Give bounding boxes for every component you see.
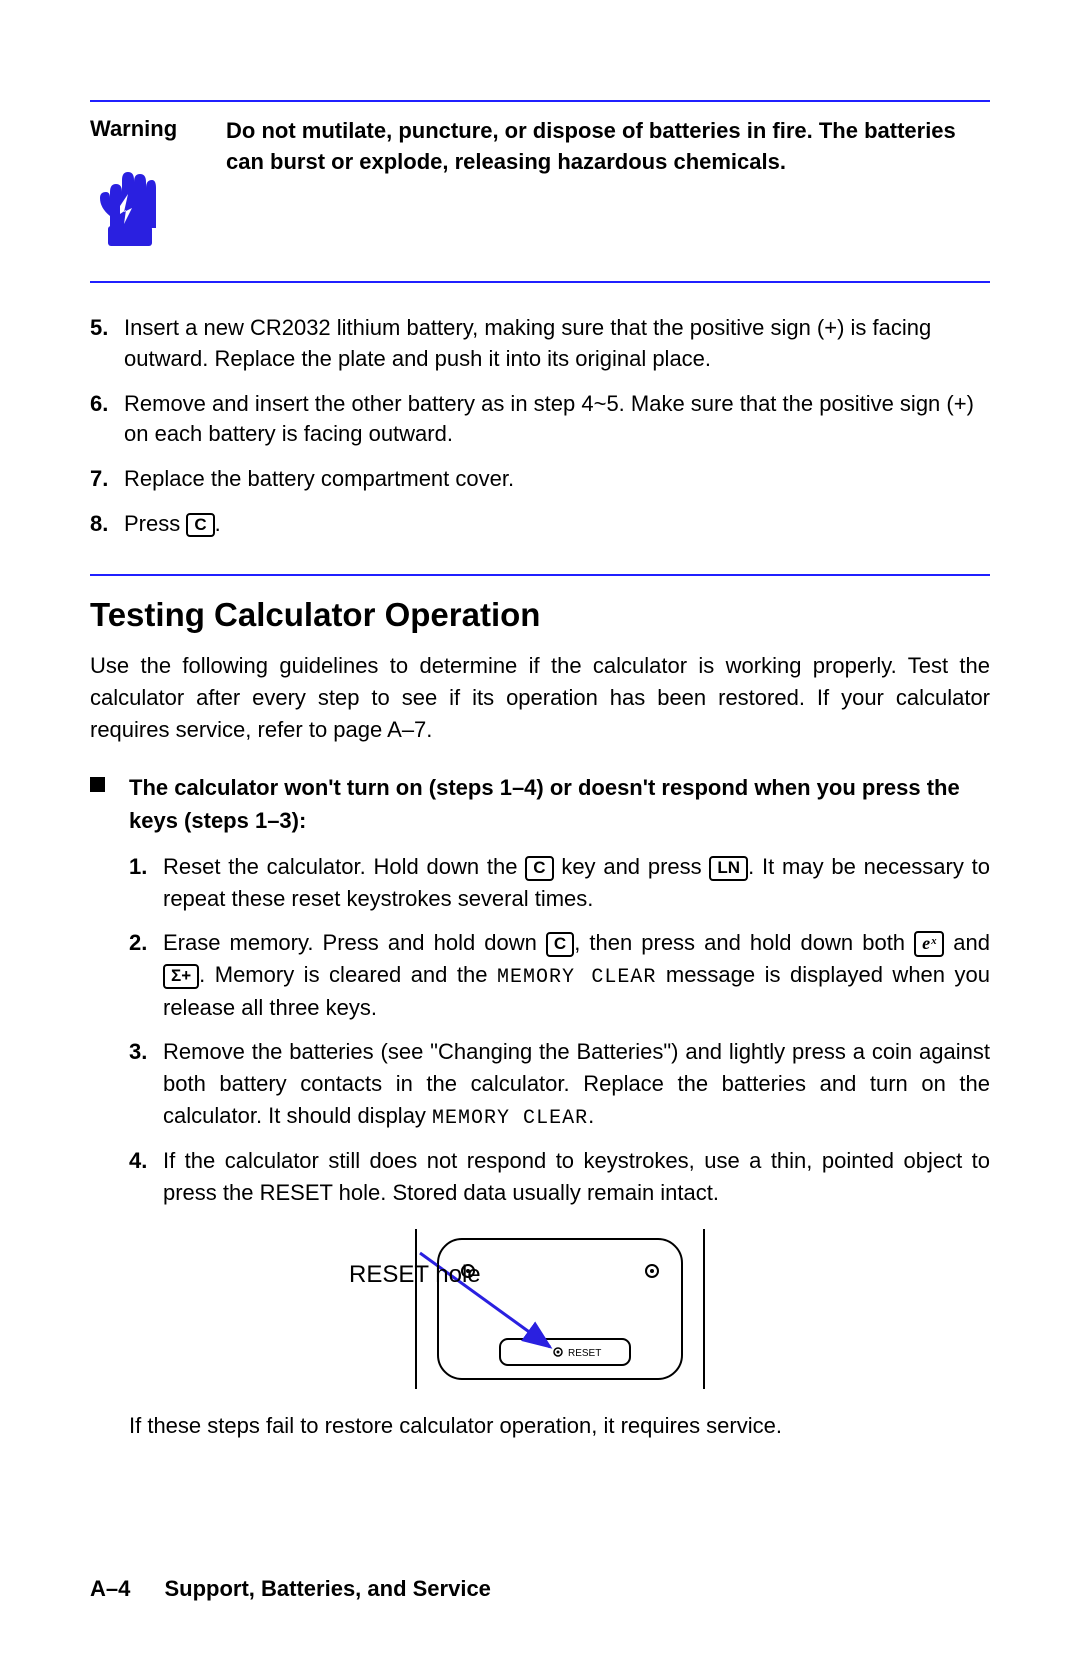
step-num: 5. bbox=[90, 313, 124, 375]
sub-num: 4. bbox=[129, 1145, 163, 1209]
sub-list: 1. Reset the calculator. Hold down the C… bbox=[129, 851, 990, 1208]
reset-hole-diagram-icon: RESET bbox=[390, 1229, 730, 1389]
warning-box: Warning Do not mutilate, puncture, or di… bbox=[90, 102, 990, 281]
t: , then press and hold down both bbox=[574, 930, 914, 955]
t: . bbox=[588, 1103, 594, 1128]
bullet-title: The calculator won't turn on (steps 1–4)… bbox=[129, 771, 990, 837]
key-ln-icon: LN bbox=[709, 856, 748, 880]
substep-2: 2. Erase memory. Press and hold down C, … bbox=[129, 927, 990, 1024]
bullet-square-icon bbox=[90, 777, 105, 792]
lcd-text: MEMORY CLEAR bbox=[497, 966, 656, 989]
reset-text: RESET bbox=[568, 1348, 601, 1359]
step-text: Replace the battery compartment cover. bbox=[124, 464, 990, 495]
text-post: . bbox=[215, 511, 221, 536]
step-num: 6. bbox=[90, 389, 124, 451]
warning-label: Warning bbox=[90, 116, 208, 142]
step-text: Insert a new CR2032 lithium battery, mak… bbox=[124, 313, 990, 375]
bullet-body: The calculator won't turn on (steps 1–4)… bbox=[129, 771, 990, 1438]
sub-text: Reset the calculator. Hold down the C ke… bbox=[163, 851, 990, 915]
t: Reset the calculator. Hold down the bbox=[163, 854, 525, 879]
sub-text: If the calculator still does not respond… bbox=[163, 1145, 990, 1209]
key-sigma-icon: Σ+ bbox=[163, 964, 199, 988]
step-num: 8. bbox=[90, 509, 124, 540]
section-heading: Testing Calculator Operation bbox=[90, 596, 990, 634]
reset-diagram: RESET hole RESET bbox=[129, 1229, 990, 1389]
footer-page: A–4 bbox=[90, 1576, 130, 1601]
sub-text: Remove the batteries (see "Changing the … bbox=[163, 1036, 990, 1133]
substep-4: 4. If the calculator still does not resp… bbox=[129, 1145, 990, 1209]
step-list: 5. Insert a new CR2032 lithium battery, … bbox=[90, 283, 990, 574]
t: and bbox=[944, 930, 990, 955]
step-7: 7. Replace the battery compartment cover… bbox=[90, 464, 990, 495]
substep-3: 3. Remove the batteries (see "Changing t… bbox=[129, 1036, 990, 1133]
step-8: 8. Press C. bbox=[90, 509, 990, 540]
step-6: 6. Remove and insert the other battery a… bbox=[90, 389, 990, 451]
t: . Memory is cleared and the bbox=[199, 962, 497, 987]
step-5: 5. Insert a new CR2032 lithium battery, … bbox=[90, 313, 990, 375]
closing-text: If these steps fail to restore calculato… bbox=[129, 1413, 990, 1439]
sub-num: 3. bbox=[129, 1036, 163, 1133]
rule-section bbox=[90, 574, 990, 576]
section-intro: Use the following guidelines to determin… bbox=[90, 650, 990, 746]
warning-left: Warning bbox=[90, 116, 208, 253]
step-num: 7. bbox=[90, 464, 124, 495]
substep-1: 1. Reset the calculator. Hold down the C… bbox=[129, 851, 990, 915]
warning-text: Do not mutilate, puncture, or dispose of… bbox=[226, 116, 990, 253]
page-footer: A–4 Support, Batteries, and Service bbox=[90, 1576, 491, 1602]
sub-text: Erase memory. Press and hold down C, the… bbox=[163, 927, 990, 1024]
lcd-text: MEMORY CLEAR bbox=[432, 1107, 588, 1130]
t: Erase memory. Press and hold down bbox=[163, 930, 546, 955]
sub-num: 2. bbox=[129, 927, 163, 1024]
sub-num: 1. bbox=[129, 851, 163, 915]
text-pre: Press bbox=[124, 511, 186, 536]
key-c-icon: C bbox=[525, 856, 553, 880]
footer-title: Support, Batteries, and Service bbox=[164, 1576, 490, 1601]
key-ex-icon: eˣ bbox=[914, 931, 944, 957]
key-c-icon: C bbox=[546, 932, 574, 956]
key-c-icon: C bbox=[186, 513, 214, 537]
step-text: Press C. bbox=[124, 509, 990, 540]
diagram-label: RESET hole bbox=[349, 1261, 481, 1289]
t: key and press bbox=[554, 854, 710, 879]
bullet-block: The calculator won't turn on (steps 1–4)… bbox=[90, 771, 990, 1438]
step-text: Remove and insert the other battery as i… bbox=[124, 389, 990, 451]
warning-hand-icon bbox=[90, 158, 170, 248]
